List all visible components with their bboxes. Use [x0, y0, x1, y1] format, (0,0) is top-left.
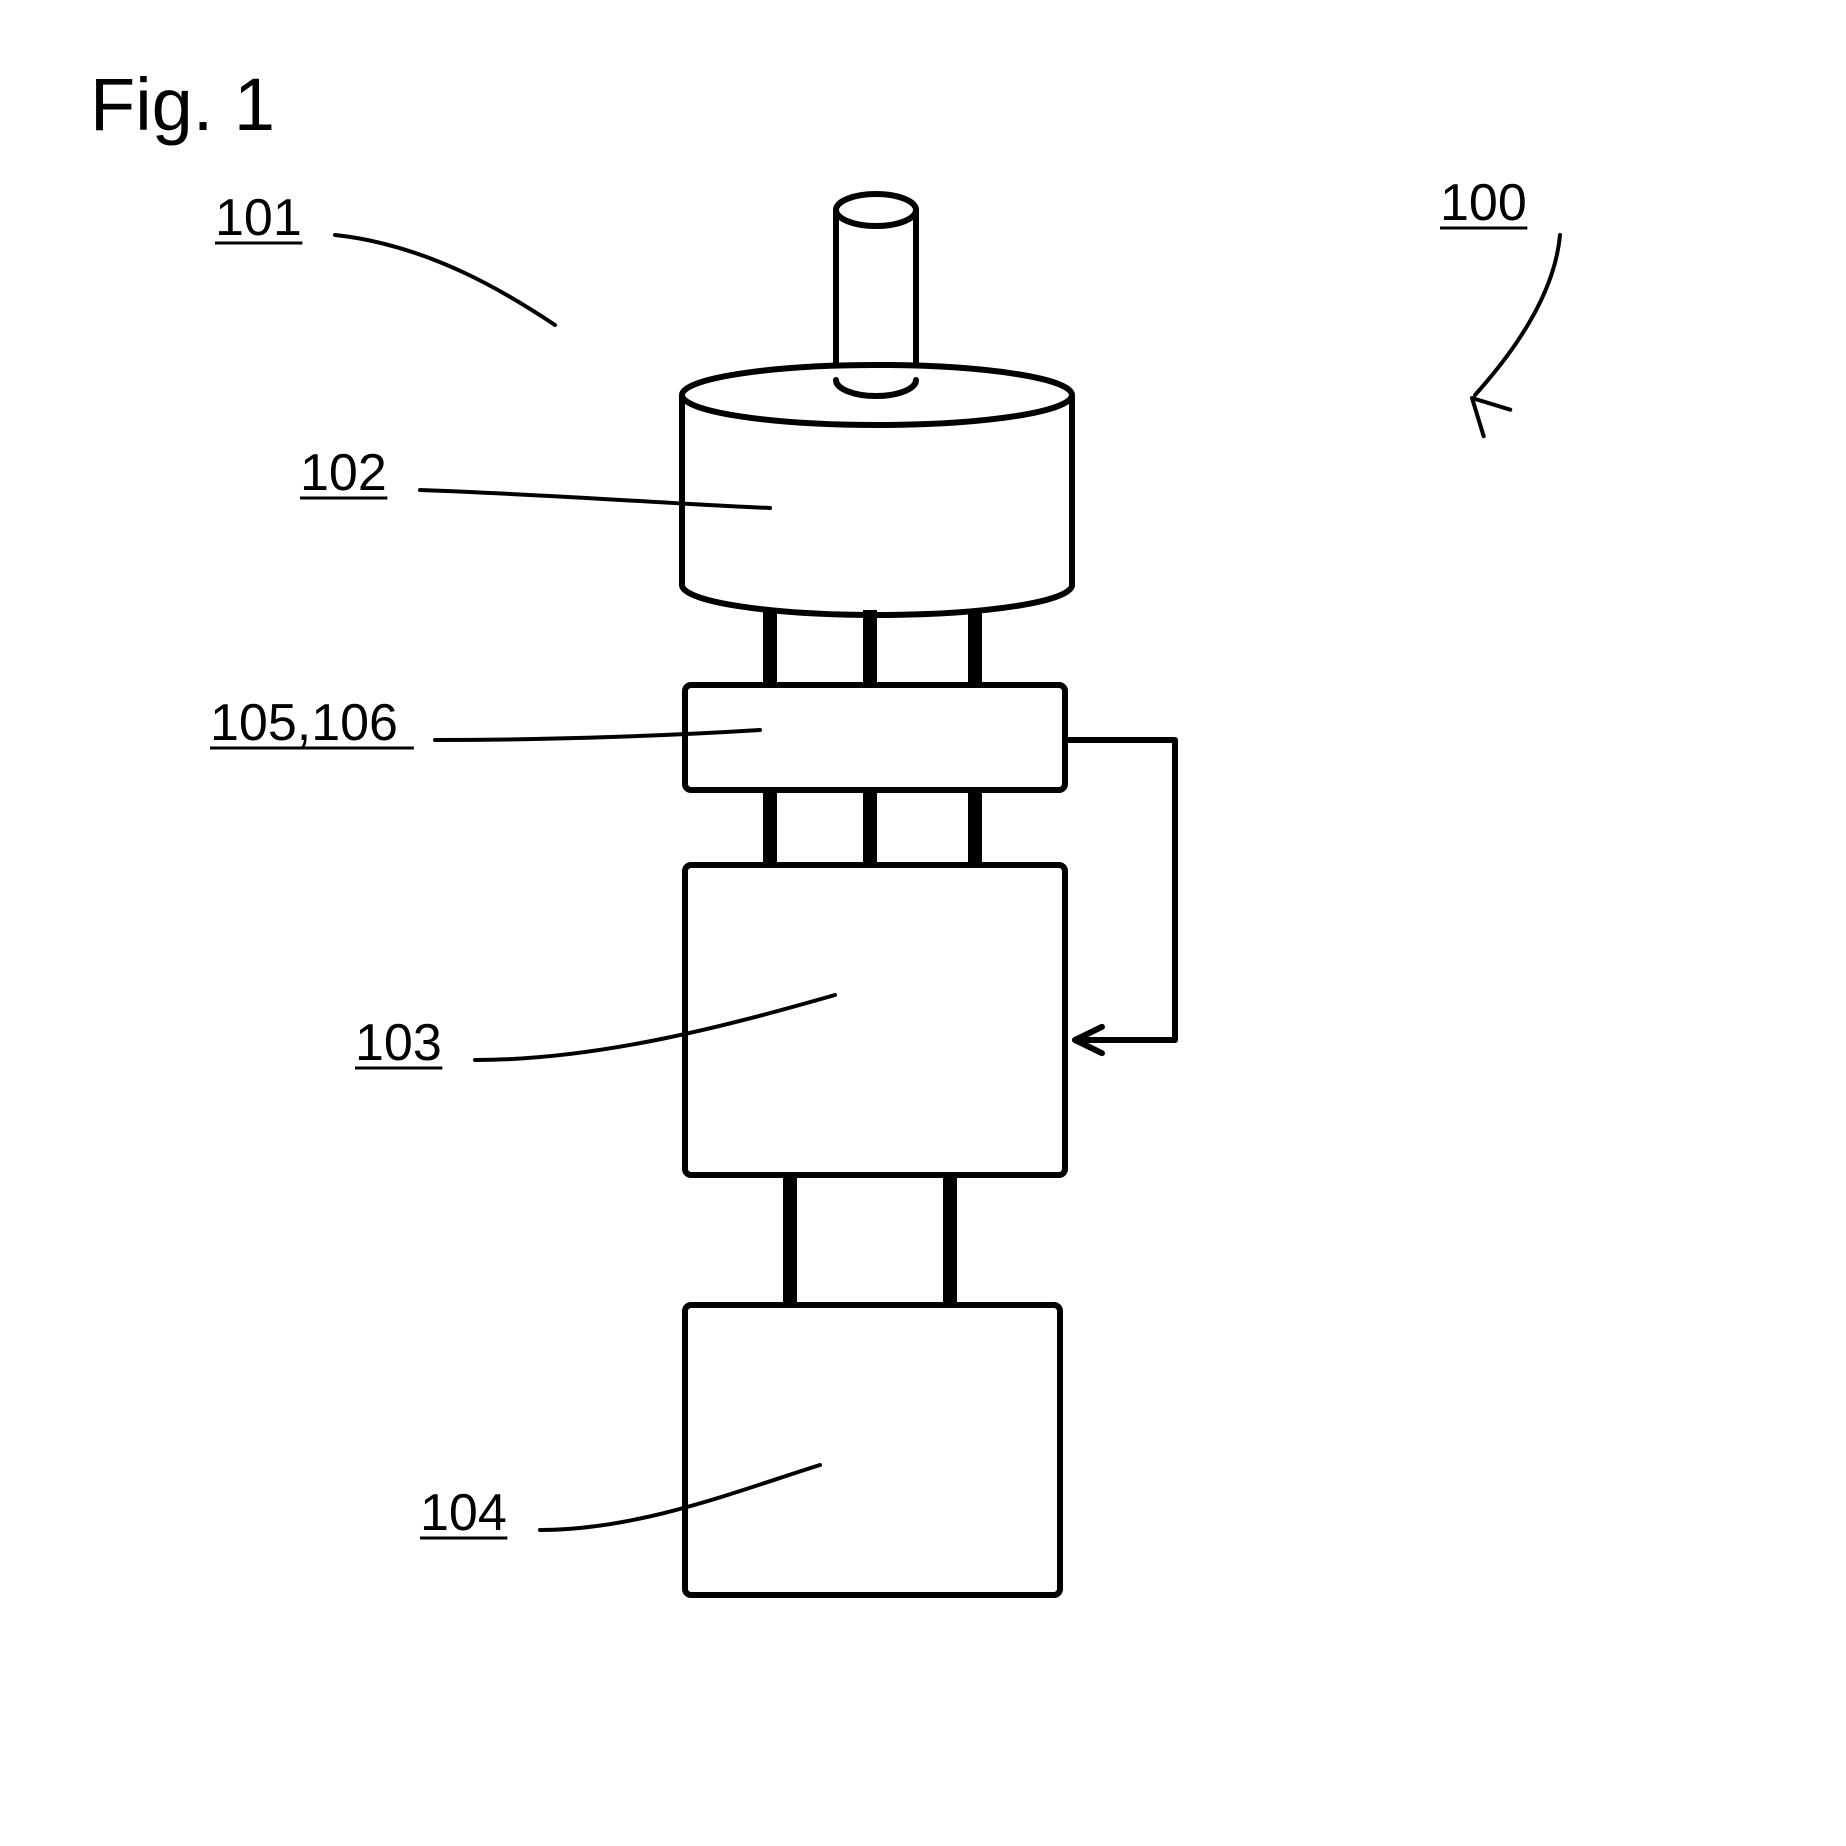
label-100: 100 [1440, 174, 1527, 232]
leader-102 [420, 490, 770, 508]
label-104: 104 [420, 1484, 507, 1542]
label-102: 102 [300, 444, 387, 502]
cylinder-102 [682, 365, 1072, 615]
box-104 [685, 1305, 1060, 1595]
label-105-106: 105,106 [210, 694, 398, 752]
leader-100-arrowhead [1472, 398, 1510, 436]
rotor [836, 194, 916, 380]
leader-100 [1475, 235, 1560, 395]
box-105-106 [685, 685, 1065, 790]
hub-top [836, 194, 916, 226]
leader-101 [335, 235, 555, 325]
label-101: 101 [215, 189, 302, 247]
feedback-line [1065, 740, 1175, 1040]
figure-title: Fig. 1 [90, 63, 275, 146]
label-103: 103 [355, 1014, 442, 1072]
